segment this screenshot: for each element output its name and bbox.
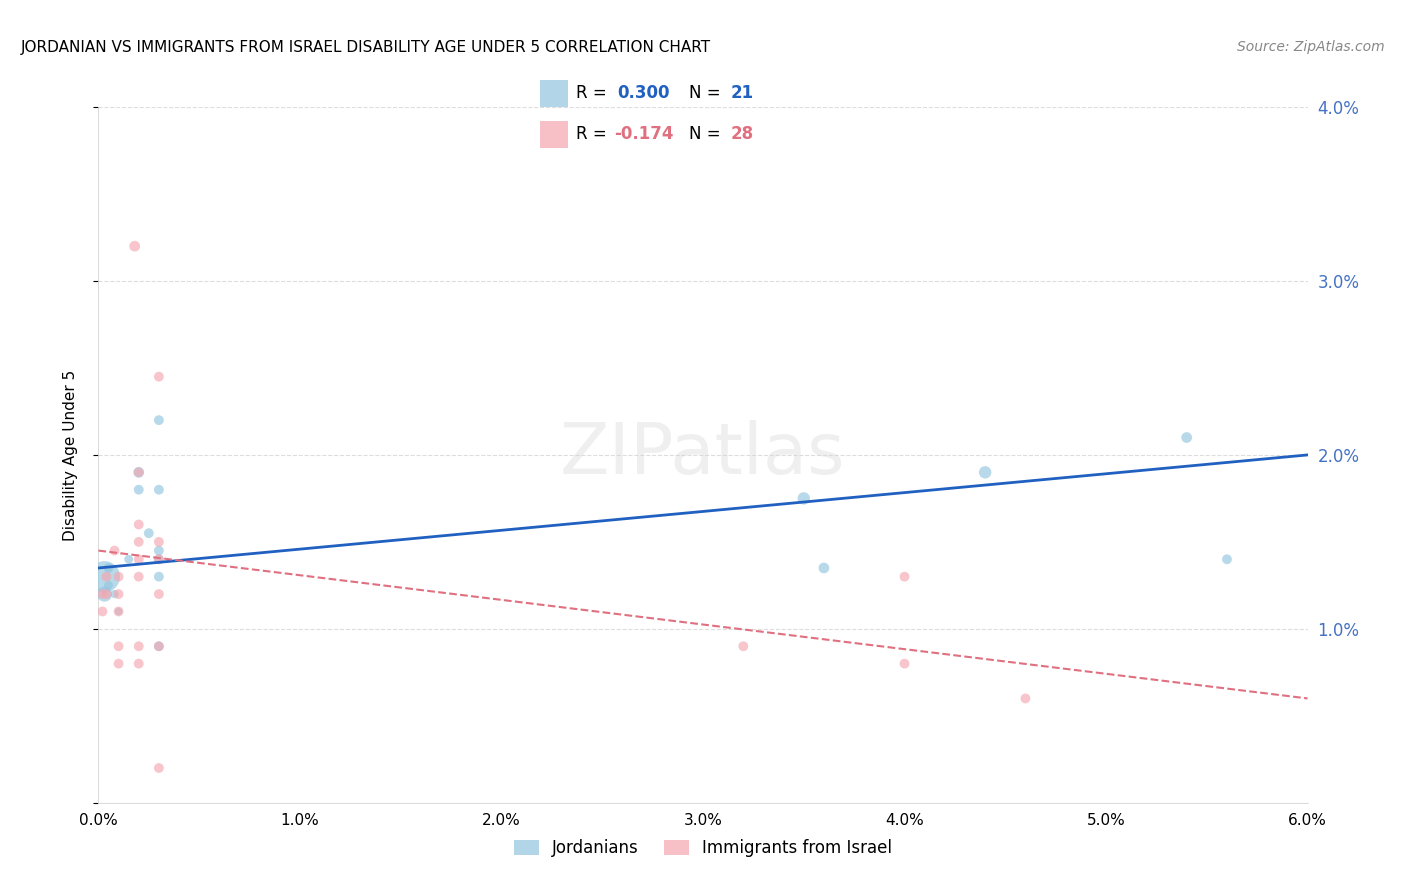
- Point: [96, 570, 118, 584]
- Point: [148, 639, 170, 653]
- Point: [128, 639, 150, 653]
- Point: [118, 552, 141, 566]
- Point: [128, 552, 150, 566]
- Text: ZIPatlas: ZIPatlas: [560, 420, 846, 490]
- Point: [128, 657, 150, 671]
- Point: [148, 552, 170, 566]
- Point: [107, 605, 129, 619]
- Point: [96, 587, 118, 601]
- Point: [124, 239, 146, 253]
- Point: [128, 466, 150, 480]
- Point: [93, 570, 115, 584]
- Point: [107, 639, 129, 653]
- Point: [733, 639, 755, 653]
- Y-axis label: Disability Age Under 5: Disability Age Under 5: [63, 369, 77, 541]
- Point: [128, 483, 150, 497]
- Bar: [540, 80, 568, 107]
- Point: [128, 466, 150, 480]
- Point: [148, 587, 170, 601]
- Point: [93, 587, 115, 601]
- Point: [138, 526, 160, 541]
- Point: [974, 466, 997, 480]
- Point: [107, 605, 129, 619]
- Legend: Jordanians, Immigrants from Israel: Jordanians, Immigrants from Israel: [508, 833, 898, 864]
- Text: 0.300: 0.300: [617, 85, 669, 103]
- Point: [148, 534, 170, 549]
- Point: [91, 605, 114, 619]
- Point: [128, 517, 150, 532]
- Point: [148, 639, 170, 653]
- Point: [103, 543, 125, 558]
- Point: [128, 534, 150, 549]
- Bar: [540, 120, 568, 147]
- Text: -0.174: -0.174: [614, 125, 673, 143]
- Text: N =: N =: [689, 85, 725, 103]
- Point: [91, 587, 114, 601]
- Point: [148, 369, 170, 384]
- Text: Source: ZipAtlas.com: Source: ZipAtlas.com: [1237, 40, 1385, 54]
- Point: [1216, 552, 1239, 566]
- Point: [148, 761, 170, 775]
- Text: R =: R =: [576, 85, 613, 103]
- Point: [148, 552, 170, 566]
- Point: [107, 570, 129, 584]
- Point: [148, 483, 170, 497]
- Text: 28: 28: [731, 125, 754, 143]
- Point: [893, 570, 915, 584]
- Point: [1175, 430, 1198, 444]
- Point: [148, 570, 170, 584]
- Point: [103, 587, 125, 601]
- Text: R =: R =: [576, 125, 613, 143]
- Point: [1014, 691, 1036, 706]
- Point: [813, 561, 835, 575]
- Text: 21: 21: [731, 85, 754, 103]
- Point: [107, 587, 129, 601]
- Text: JORDANIAN VS IMMIGRANTS FROM ISRAEL DISABILITY AGE UNDER 5 CORRELATION CHART: JORDANIAN VS IMMIGRANTS FROM ISRAEL DISA…: [21, 40, 711, 55]
- Point: [148, 413, 170, 427]
- Point: [97, 578, 120, 592]
- Point: [148, 543, 170, 558]
- Point: [893, 657, 915, 671]
- Text: N =: N =: [689, 125, 725, 143]
- Point: [107, 657, 129, 671]
- Point: [97, 561, 120, 575]
- Point: [128, 570, 150, 584]
- Point: [793, 491, 815, 506]
